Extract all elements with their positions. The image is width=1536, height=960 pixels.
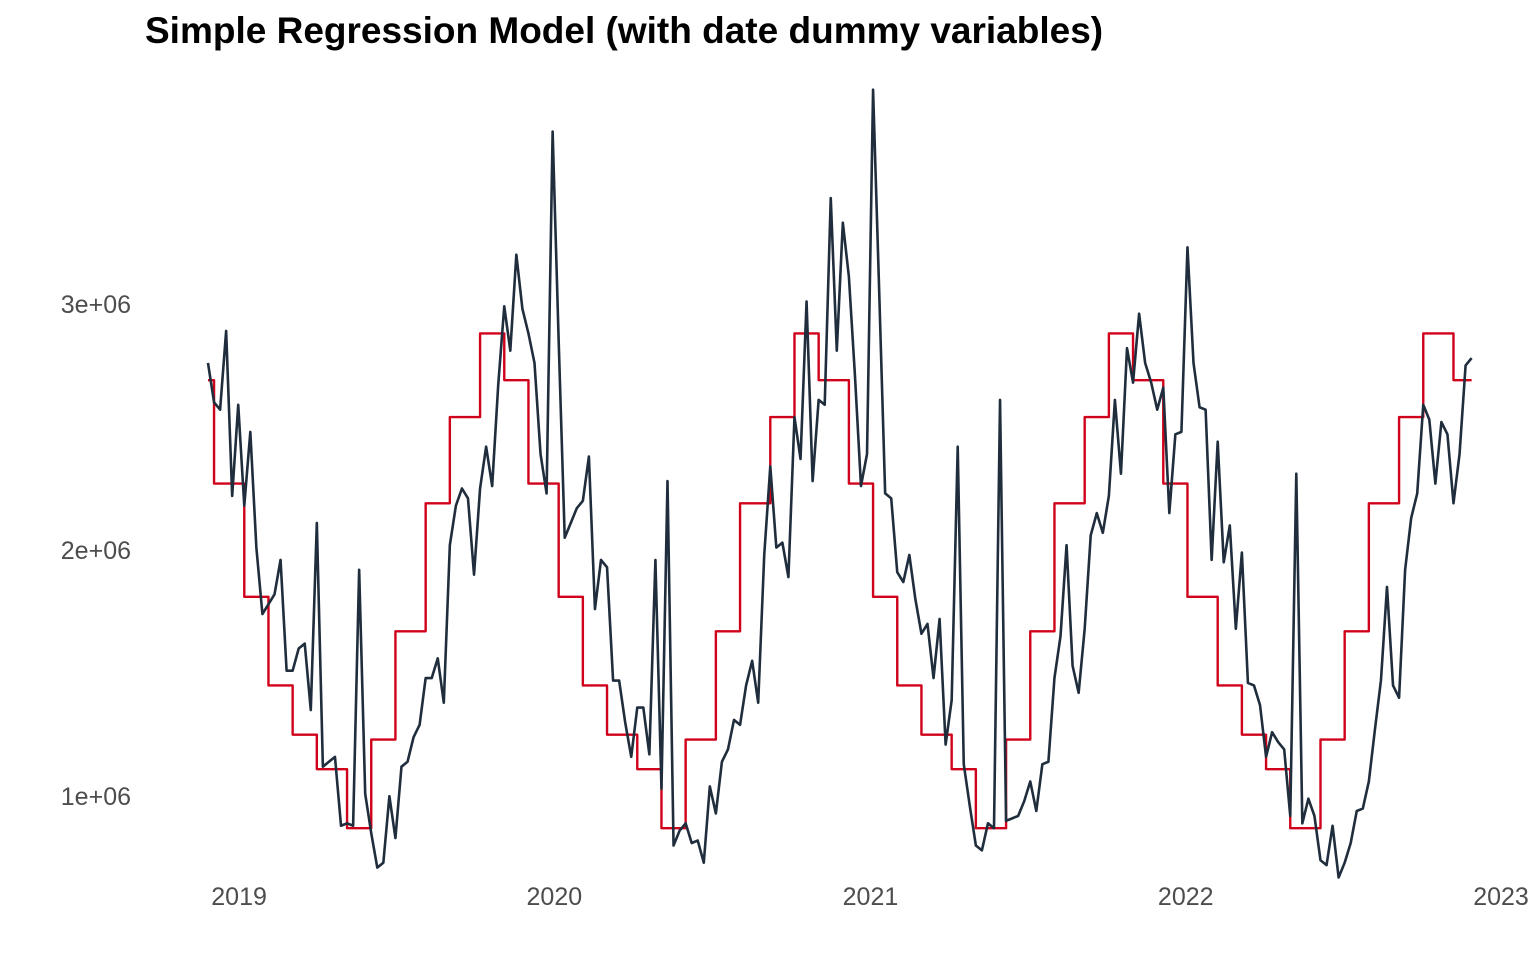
x-tick-label: 2023 bbox=[1473, 883, 1529, 911]
x-tick-label: 2020 bbox=[527, 883, 583, 911]
fitted-series-line bbox=[208, 332, 1472, 830]
y-tick-label: 3e+06 bbox=[61, 291, 131, 319]
x-tick-label: 2019 bbox=[211, 883, 267, 911]
y-tick-label: 1e+06 bbox=[61, 783, 131, 811]
x-tick-label: 2021 bbox=[843, 883, 899, 911]
y-tick-label: 2e+06 bbox=[61, 537, 131, 565]
chart-title: Simple Regression Model (with date dummy… bbox=[145, 10, 1104, 51]
x-tick-label: 2022 bbox=[1158, 883, 1214, 911]
actual-series-line bbox=[206, 88, 1473, 879]
